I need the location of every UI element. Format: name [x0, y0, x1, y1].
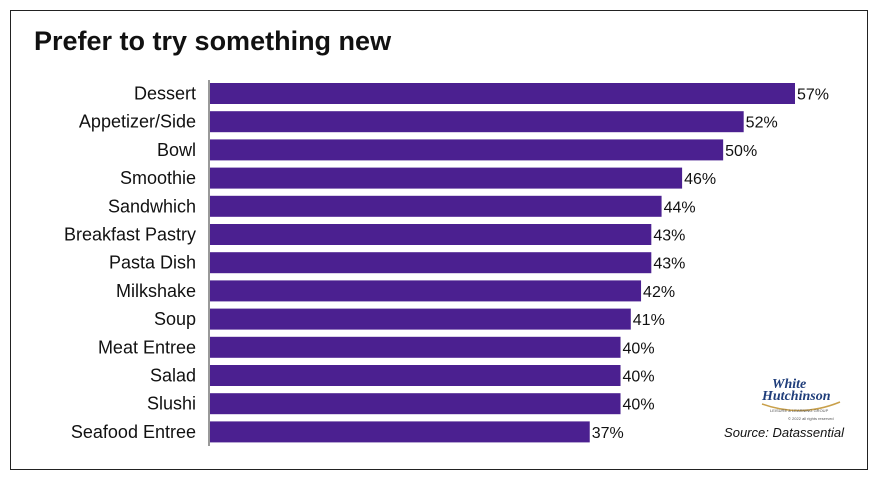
bar: [210, 393, 621, 415]
bar: [210, 336, 621, 358]
category-label: Milkshake: [116, 281, 196, 301]
bar: [210, 421, 590, 443]
bar: [210, 308, 631, 330]
value-label: 43%: [653, 256, 685, 273]
bar: [210, 111, 744, 133]
category-label: Meat Entree: [98, 337, 196, 357]
value-label: 42%: [643, 284, 675, 301]
category-label: Sandwhich: [108, 196, 196, 216]
bar: [210, 365, 621, 386]
value-label: 41%: [633, 312, 665, 329]
bar: [210, 167, 683, 189]
value-label: 40%: [623, 369, 655, 386]
category-label: Slushi: [147, 394, 196, 414]
value-label: 43%: [653, 228, 685, 245]
bar: [210, 280, 642, 302]
category-label: Appetizer/Side: [79, 112, 196, 132]
source-note: Source: Datassential: [724, 425, 844, 440]
bars-group: Dessert 57% Appetizer/Side 52% Bowl 50% Smooth…: [64, 83, 829, 443]
bar: [210, 224, 652, 245]
logo-tagline: LEISURE & LEARNING GROUP: [770, 408, 829, 413]
category-label: Pasta Dish: [109, 253, 196, 273]
category-label: Smoothie: [120, 168, 196, 188]
value-label: 44%: [664, 199, 696, 216]
category-label: Dessert: [134, 84, 196, 104]
value-label: 40%: [623, 340, 655, 357]
bar: [210, 139, 724, 161]
chart-title: Prefer to try something new: [34, 26, 392, 56]
bar: [210, 252, 652, 274]
category-label: Breakfast Pastry: [64, 225, 196, 245]
logo-copyright: © 2022 all rights reserved: [788, 416, 834, 421]
bar: [210, 83, 795, 104]
category-label: Seafood Entree: [71, 422, 196, 442]
category-label: Salad: [150, 366, 196, 386]
value-label: 40%: [623, 397, 655, 414]
bar: [210, 195, 662, 217]
logo-swoosh: [761, 401, 841, 412]
category-label: Soup: [154, 309, 196, 329]
value-label: 50%: [725, 143, 757, 160]
value-label: 46%: [684, 171, 716, 188]
white-hutchinson-logo: White Hutchinson LEISURE & LEARNING GROU…: [761, 377, 841, 421]
logo-line-2: Hutchinson: [761, 389, 831, 404]
value-label: 37%: [592, 425, 624, 442]
logo-line-1: White: [772, 377, 806, 392]
category-label: Bowl: [157, 140, 196, 160]
value-label: 52%: [746, 115, 778, 132]
value-label: 57%: [797, 87, 829, 104]
